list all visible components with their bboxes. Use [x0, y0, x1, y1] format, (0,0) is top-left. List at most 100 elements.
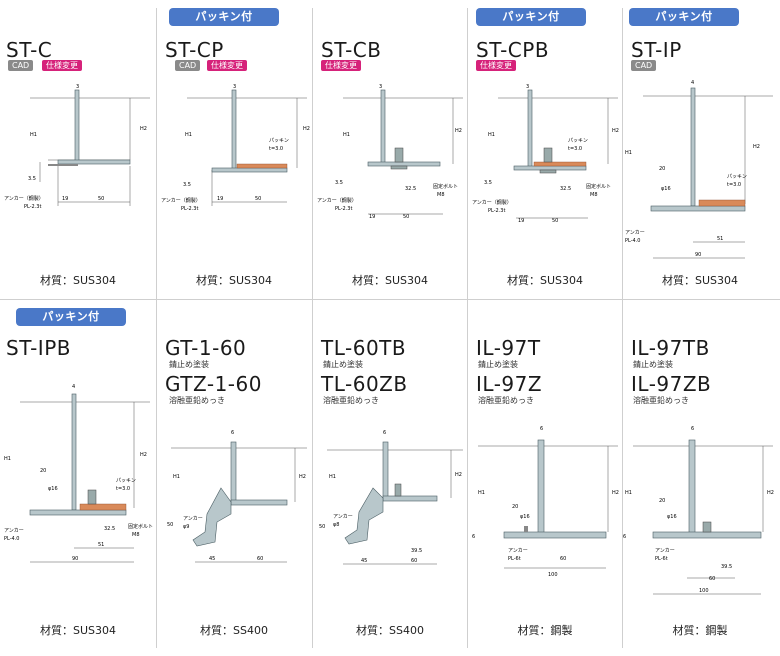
dim-label: H2 [753, 144, 760, 150]
dim-label: 100 [699, 588, 709, 594]
divider [156, 8, 157, 648]
dim-label: 50 [552, 218, 558, 224]
dim-label: 51 [717, 236, 723, 242]
section-drawing: 6 H1 H2 アンカー φ9 50 45 60 [167, 430, 307, 563]
section-drawing: 6 H1 H2 20 φ16 6 アンカー PL-6t 60 100 [472, 426, 619, 578]
product-card-st-c[interactable]: ST-C CAD 仕様変更 3 H1 H2 3.5 アンカー（鋼製） PL-2.… [0, 0, 156, 299]
dim-label: H1 [343, 132, 350, 138]
dim-label: 6 [231, 430, 234, 436]
dim-label: 60 [709, 576, 715, 582]
dim-label: 50 [167, 522, 173, 528]
model-name-alt: IL-97Z [476, 372, 543, 396]
dim-label: 6 [540, 426, 543, 432]
dim-label: 32.5 [405, 186, 416, 192]
bolt-label: 固定ボルト [128, 523, 153, 530]
cad-tag[interactable]: CAD [8, 60, 34, 71]
dim-label: 100 [548, 572, 558, 578]
dim-label: H2 [299, 474, 306, 480]
bolt-label: 固定ボルト [433, 183, 458, 190]
product-card-tl-60tb[interactable]: TL-60TB 錆止め塗装 TL-60ZB 溶融亜鉛めっき 6 H1 H2 アン… [313, 300, 467, 656]
dim-label: t=3.0 [116, 486, 130, 492]
spec-change-tag[interactable]: 仕様変更 [42, 60, 82, 71]
divider [622, 8, 623, 648]
packing-badge: パッキン付 [16, 308, 126, 326]
coating-label: 溶融亜鉛めっき [478, 396, 534, 405]
dim-label: 19 [369, 214, 375, 220]
dim-label: 4 [72, 384, 75, 390]
coating-label: 溶融亜鉛めっき [169, 396, 225, 405]
section-drawing: 3 H1 H2 パッキン t=3.0 3.5 アンカー（鋼製） PL-2.3t … [161, 84, 310, 212]
packing-label: パッキン [269, 138, 289, 144]
dim-label: φ16 [661, 186, 671, 192]
material-label: 材質：SS400 [200, 624, 268, 637]
dim-label: 45 [361, 558, 367, 564]
dim-label: φ16 [48, 486, 58, 492]
plate-label: PL-6t [508, 556, 521, 562]
product-card-st-cpb[interactable]: パッキン付 ST-CPB 仕様変更 3 H1 H2 パッキン t=3.0 3.5… [468, 0, 622, 299]
material-label: 材質：SUS304 [39, 274, 116, 287]
model-name: ST-IP [631, 38, 682, 62]
dim-label: 3 [233, 84, 236, 90]
model-name: ST-CP [165, 38, 224, 62]
model-name: TL-60TB [321, 336, 407, 360]
coating-label: 錆止め塗装 [169, 360, 209, 369]
divider [467, 8, 468, 648]
dim-label: φ16 [520, 514, 530, 520]
dim-label: φ8 [333, 522, 339, 528]
dim-label: t=3.0 [568, 146, 582, 152]
model-name-alt: TL-60ZB [321, 372, 408, 396]
dim-label: 4 [691, 80, 694, 86]
product-card-st-cb[interactable]: ST-CB 仕様変更 3 H1 H2 3.5 32.5 固定ボルト M8 アンカ… [313, 0, 467, 299]
material-label: 材質：SUS304 [39, 624, 116, 637]
spec-change-tag[interactable]: 仕様変更 [476, 60, 516, 71]
dim-label: t=3.0 [269, 146, 283, 152]
dim-label: H1 [488, 132, 495, 138]
dim-label: 45 [209, 556, 215, 562]
spec-change-tag[interactable]: 仕様変更 [207, 60, 247, 71]
product-card-st-cp[interactable]: パッキン付 ST-CP CAD 仕様変更 3 H1 H2 パッキン t=3.0 … [157, 0, 312, 299]
dim-label: 50 [403, 214, 409, 220]
plate-label: PL-6t [655, 556, 668, 562]
anchor-label: アンカー（鋼製） [4, 195, 44, 202]
dim-label: 90 [72, 556, 78, 562]
dim-label: 51 [98, 542, 104, 548]
section-drawing: 3 H1 H2 3.5 32.5 固定ボルト M8 アンカー（鋼製） PL-2.… [317, 84, 463, 220]
anchor-label: アンカー [625, 230, 645, 236]
material-label: 材質：SS400 [356, 624, 424, 637]
packing-label: パッキン [116, 478, 136, 484]
dim-label: 20 [40, 468, 46, 474]
material-label: 材質：SUS304 [506, 274, 583, 287]
anchor-label: アンカー [508, 548, 528, 554]
dim-label: 90 [695, 252, 701, 258]
cad-tag[interactable]: CAD [631, 60, 657, 71]
section-drawing: 3 H1 H2 パッキン t=3.0 3.5 32.5 固定ボルト M8 アンカ… [472, 84, 619, 224]
material-label: 材質：鋼製 [672, 624, 728, 637]
plate-label: PL-2.3t [181, 206, 198, 212]
plate-label: PL-4.0 [4, 536, 19, 542]
anchor-label: アンカー（鋼製） [472, 199, 512, 206]
bolt-label: 固定ボルト [586, 183, 611, 190]
dim-label: 20 [659, 166, 665, 172]
plate-label: PL-2.3t [24, 204, 41, 210]
product-card-il-97t[interactable]: IL-97T 錆止め塗装 IL-97Z 溶融亜鉛めっき 6 H1 H2 20 φ… [468, 300, 622, 656]
product-card-st-ip[interactable]: パッキン付 ST-IP CAD 4 H1 H2 20 φ16 パッキン t=3.… [623, 0, 780, 299]
section-drawing: 6 H1 H2 アンカー φ8 50 39.5 45 60 [319, 430, 463, 565]
model-name: ST-C [6, 38, 53, 62]
product-card-gt-1-60[interactable]: GT-1-60 錆止め塗装 GTZ-1-60 溶融亜鉛めっき 6 H1 H2 ア… [157, 300, 312, 656]
cad-tag[interactable]: CAD [175, 60, 201, 71]
dim-label: 50 [319, 524, 325, 530]
dim-label: 19 [62, 196, 68, 202]
product-card-il-97tb[interactable]: IL-97TB 錆止め塗装 IL-97ZB 溶融亜鉛めっき 6 H1 H2 20… [623, 300, 780, 656]
divider [312, 8, 313, 648]
coating-label: 錆止め塗装 [633, 360, 673, 369]
spec-change-tag[interactable]: 仕様変更 [321, 60, 361, 71]
anchor-label: アンカー（鋼製） [317, 197, 357, 204]
coating-label: 溶融亜鉛めっき [323, 396, 379, 405]
product-card-st-ipb[interactable]: パッキン付 ST-IPB 4 H1 H2 20 φ16 パッキン t=3.0 3… [0, 300, 156, 656]
model-name: IL-97TB [631, 336, 710, 360]
section-drawing: 4 H1 H2 20 φ16 パッキン t=3.0 アンカー PL-4.0 51… [625, 80, 773, 259]
dim-label: H2 [140, 452, 147, 458]
model-name: GT-1-60 [165, 336, 247, 360]
packing-badge: パッキン付 [629, 8, 739, 26]
